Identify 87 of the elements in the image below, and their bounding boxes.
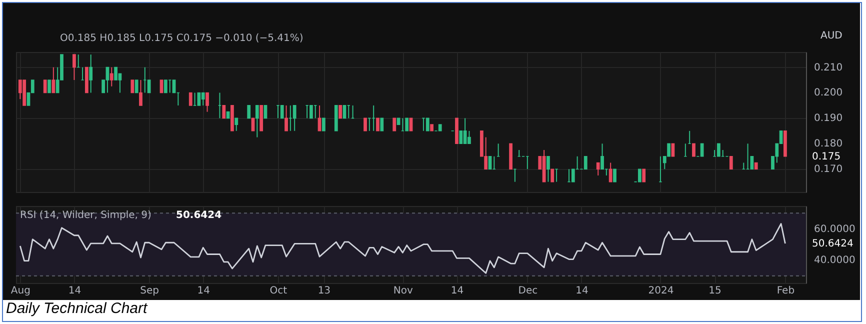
x-tick-label: 2024 [648, 286, 674, 296]
candlestick [280, 105, 284, 119]
y-tick-label: 60.0000 [814, 224, 856, 235]
x-tick-label: Nov [393, 286, 414, 296]
x-tick-label: Sep [140, 286, 159, 296]
x-tick-label: 15 [708, 286, 722, 296]
candlestick [596, 162, 600, 176]
candlestick [234, 118, 238, 132]
candlestick [550, 168, 554, 182]
candlestick [376, 118, 380, 132]
candlestick [584, 156, 588, 170]
candlestick [197, 92, 201, 106]
y-tick-label: 0.180 [814, 138, 843, 150]
x-tick-label: 14 [450, 286, 464, 296]
chart-subtitle: 50.6424 [176, 210, 222, 221]
candlestick [716, 143, 720, 157]
candlestick [642, 168, 646, 182]
candlestick [106, 66, 110, 94]
candlestick [342, 105, 346, 119]
candlestick [338, 105, 342, 119]
candlestick [638, 168, 642, 182]
candlestick [463, 118, 467, 144]
x-tick-label: Aug [10, 286, 30, 296]
candlestick [608, 162, 612, 182]
line-series [19, 223, 786, 274]
candlestick [139, 80, 142, 106]
candlestick [392, 118, 396, 132]
candlestick [700, 143, 704, 157]
candlestick [364, 118, 367, 132]
candlestick [468, 130, 471, 144]
x-tick-label: Oct [270, 286, 288, 296]
y-tick-label: 40.0000 [814, 255, 856, 266]
candlestick [172, 80, 176, 94]
y-tick-label: 0.200 [814, 88, 843, 99]
candlestick [264, 105, 268, 119]
x-tick-label: Dec [518, 286, 538, 296]
candlestick [571, 168, 575, 182]
candlestick [318, 104, 322, 132]
candlestick [188, 92, 192, 106]
candlestick [114, 66, 118, 80]
candlestick [405, 118, 409, 132]
chart-title: O0.185 H0.185 L0.175 C0.175 −0.010 (−5.41%) [60, 33, 304, 44]
candlestick [89, 54, 93, 94]
y-axis-title: AUD [820, 30, 843, 42]
candlestick [147, 80, 151, 94]
text: 50.6424 [812, 238, 854, 250]
x-tick-label: 13 [318, 286, 331, 296]
x-tick-label: 14 [68, 286, 82, 296]
candlestick [546, 156, 550, 182]
y-tick-label: 0.190 [814, 113, 843, 124]
x-tick-label: Feb [776, 286, 795, 296]
candlestick [613, 168, 616, 182]
candlestick [671, 143, 675, 157]
chart-title: RSI (14, Wilder, Simple, 9) [20, 210, 152, 221]
candlestick [380, 118, 384, 132]
candlestick [409, 118, 413, 132]
x-tick-label: 14 [197, 286, 210, 296]
candlestick [110, 66, 114, 87]
text: Daily Technical Chart [6, 300, 148, 317]
candlestick [206, 92, 209, 112]
candlestick [426, 118, 430, 132]
y-tick-label: 0.170 [814, 164, 843, 176]
candlestick [130, 80, 134, 94]
candlestick [160, 80, 164, 94]
candlestick [459, 130, 463, 144]
candlestick [600, 143, 604, 170]
y-tick-label: 0.210 [814, 62, 843, 74]
candlestick [164, 80, 168, 94]
candlestick [692, 143, 696, 157]
candlestick [201, 92, 205, 106]
candlestick [134, 80, 138, 94]
text: 0.175 [812, 151, 841, 162]
candlestick [247, 105, 251, 119]
candlestick [251, 118, 255, 132]
candlestick [310, 105, 313, 119]
candlestick [322, 118, 326, 132]
candlestick [48, 80, 51, 94]
candlestick [52, 66, 56, 94]
candlestick [255, 104, 259, 138]
candlestick [222, 105, 226, 119]
candlestick [729, 156, 733, 170]
candlestick [43, 80, 47, 94]
candlestick [292, 104, 296, 132]
candlestick [72, 54, 76, 80]
candlestick [284, 104, 288, 132]
x-tick-label: 14 [576, 286, 588, 296]
candlestick [488, 156, 492, 170]
